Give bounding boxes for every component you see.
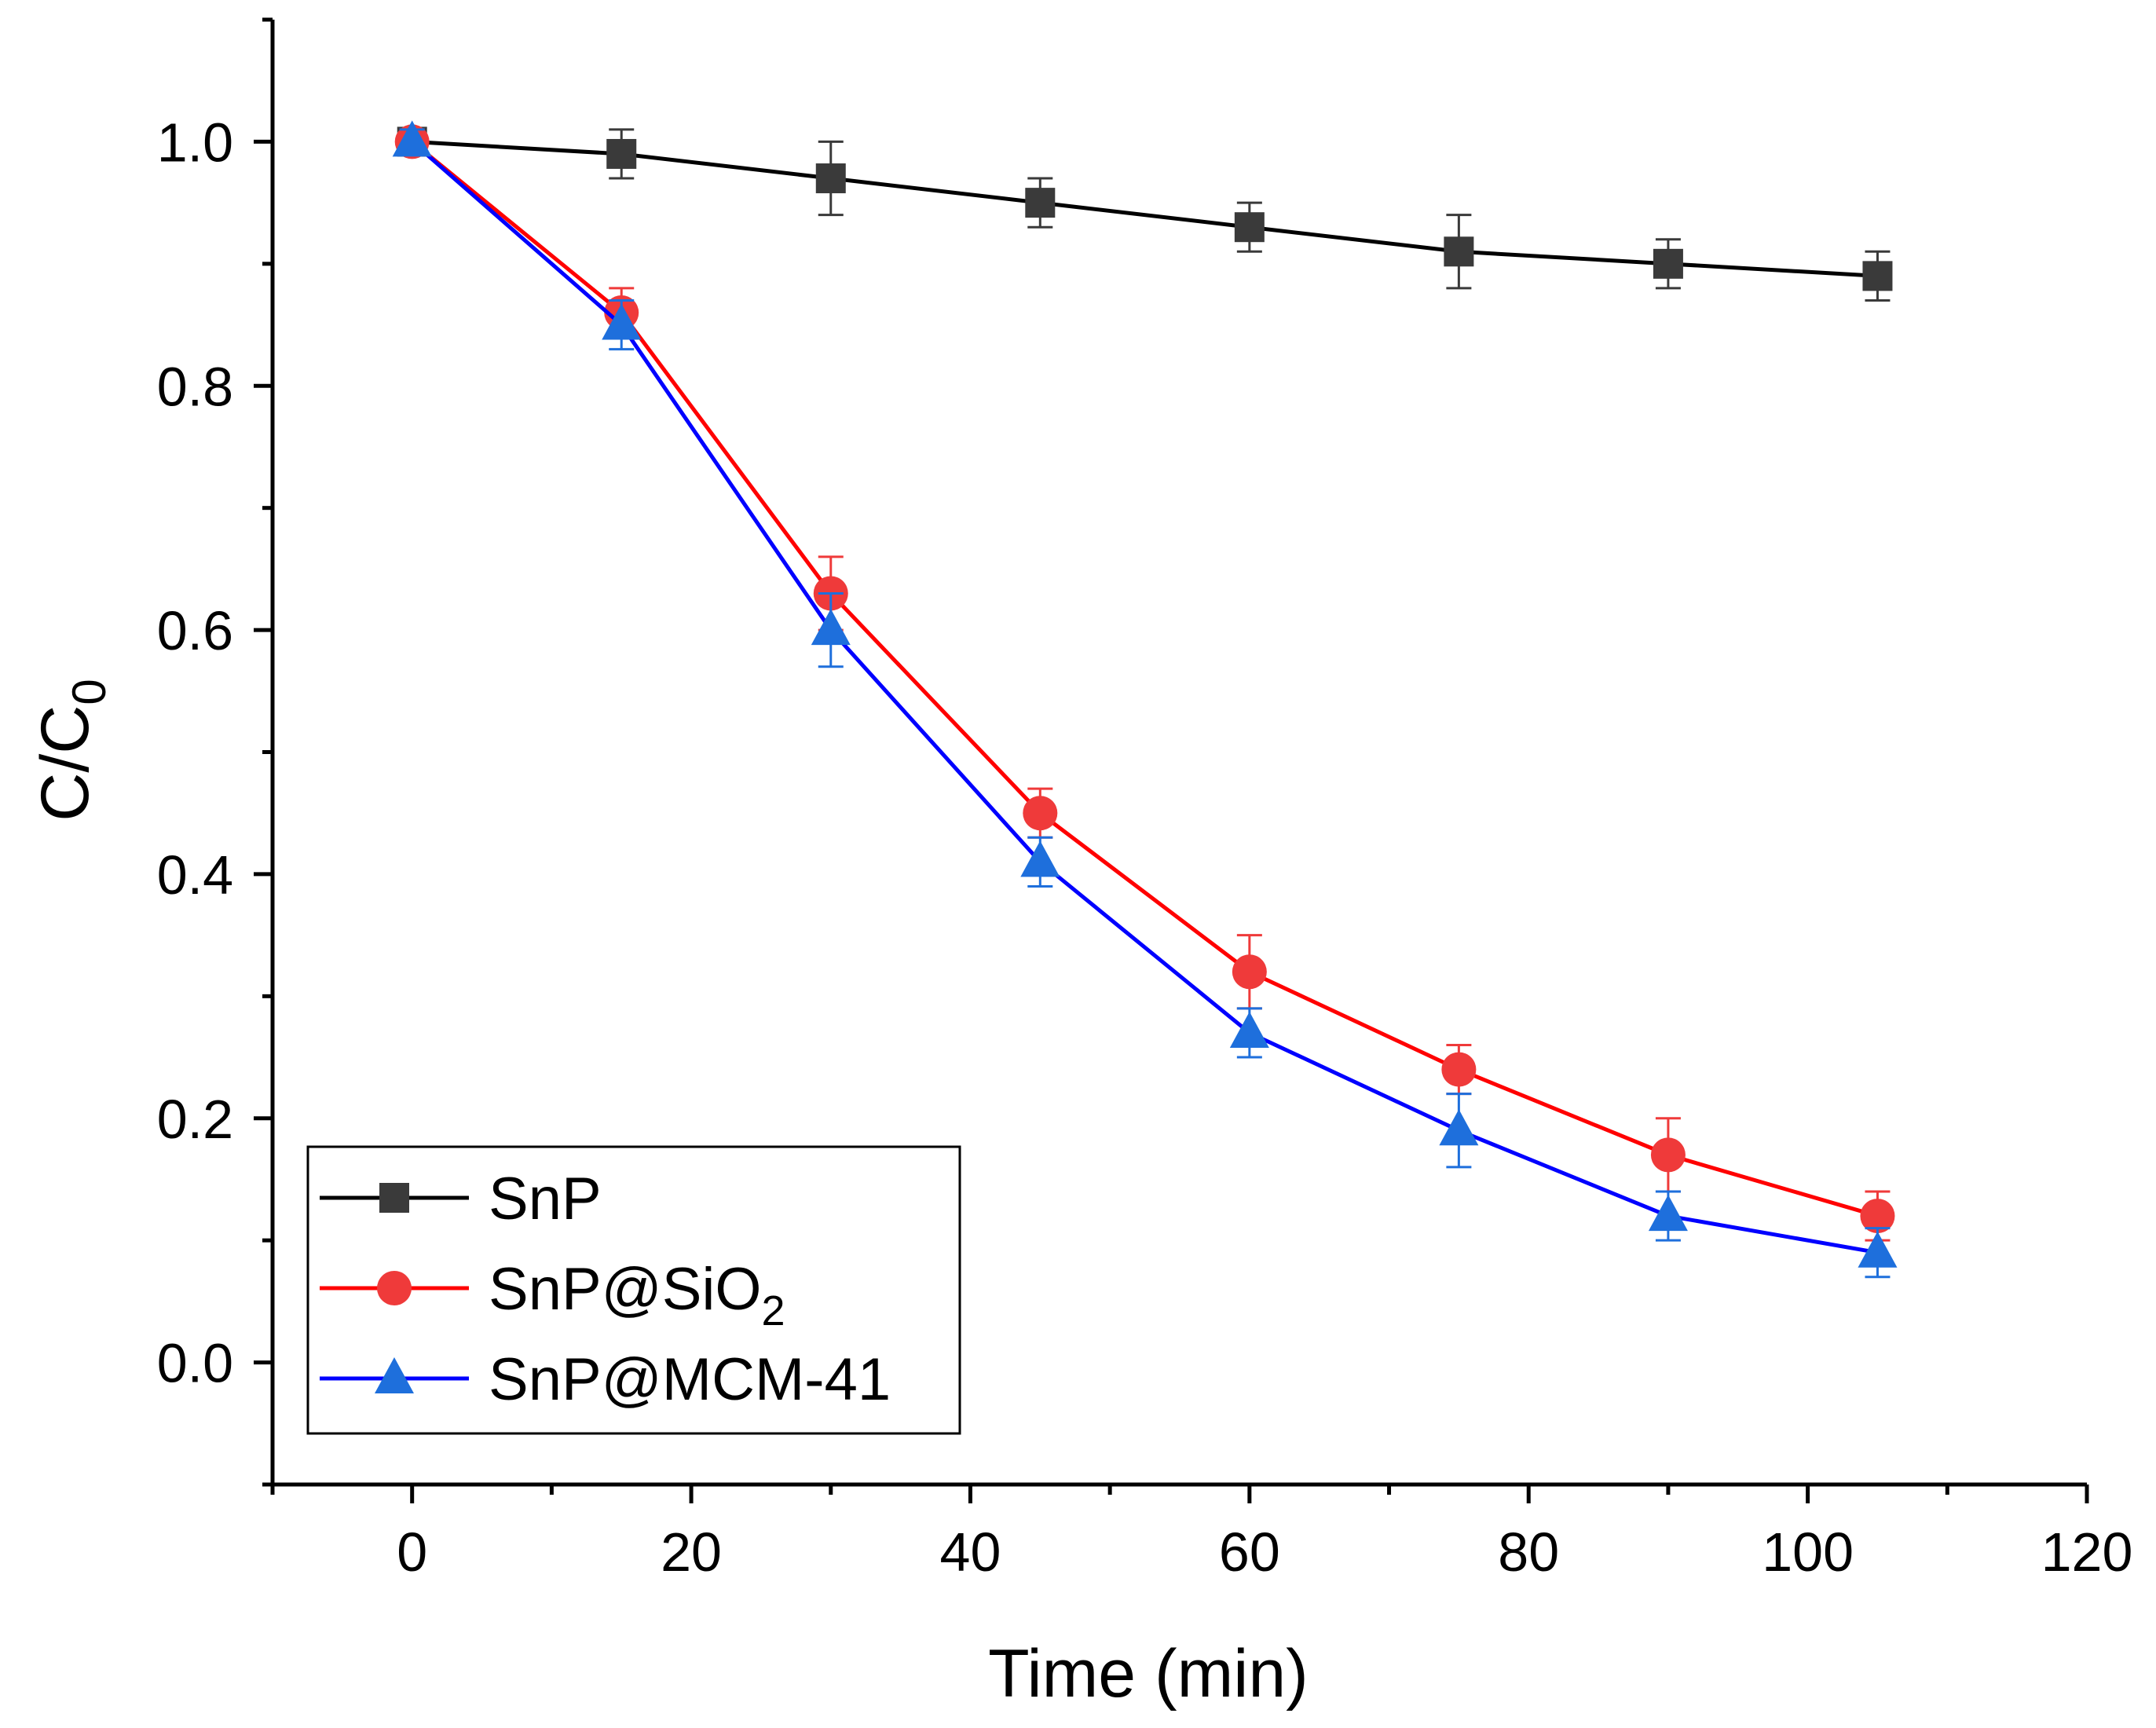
series-line [411,140,1878,1255]
data-point [1232,954,1267,990]
legend-label-subscript: 2 [762,1287,785,1334]
data-point [1648,1195,1688,1232]
x-axis-title: Time (min) [988,1636,1309,1712]
y-tick-label: 0.4 [157,844,233,906]
data-point [1858,1231,1898,1268]
legend-label: SnP@SiO2 [489,1256,785,1334]
y-axis-title: C/C0 [27,679,115,821]
data-point [1860,1199,1895,1234]
x-tick-label: 40 [940,1521,1001,1583]
data-point [811,609,851,646]
data-point [392,120,432,157]
x-tick-label: 100 [1762,1521,1854,1583]
data-point [815,163,846,194]
y-tick-label: 0.0 [157,1333,233,1394]
y-axis-title-main: C/C [27,705,103,822]
x-tick-label: 60 [1219,1521,1280,1583]
data-point [1441,1052,1477,1087]
series-line [412,139,1878,278]
series-line [411,140,1879,1218]
legend: SnP SnP@SiO2 SnP@MCM-41 [306,1145,961,1435]
legend-entry-snp-sio2: SnP@SiO2 [320,1256,785,1334]
legend-marker [375,1357,414,1393]
data-point [1862,261,1893,291]
legend-label: SnP@MCM-41 [489,1346,891,1413]
legend-marker [377,1271,412,1305]
y-tick-label: 0.2 [157,1089,233,1150]
legend-label-main: SnP [489,1166,602,1232]
x-tick-label: 0 [397,1521,427,1583]
data-point [1025,188,1056,218]
x-tick-label: 80 [1498,1521,1559,1583]
series-snp [397,126,1893,302]
data-point [1234,212,1265,243]
series-snp-sio2 [394,124,1895,1242]
legend-label-main: SnP@MCM-41 [489,1346,891,1413]
data-point [1020,840,1060,877]
data-point [606,138,637,169]
y-axis-title-subscript: 0 [63,679,115,705]
y-tick-label: 1.0 [157,112,233,173]
y-tick-label: 0.6 [157,600,233,661]
data-point [1650,1137,1686,1173]
legend-entry-snp-mcm-41: SnP@MCM-41 [320,1346,891,1413]
data-point [1439,1109,1479,1146]
y-tick-label: 0.8 [157,356,233,417]
data-point [1023,796,1058,831]
data-point [1444,236,1474,267]
legend-label: SnP [489,1166,602,1232]
legend-label-main: SnP@SiO [489,1256,762,1323]
legend-marker [379,1183,409,1213]
data-point [1653,248,1683,279]
series-snp-mcm-41 [392,120,1898,1279]
series-layer [392,120,1898,1279]
x-tick-label: 20 [661,1521,722,1583]
legend-box [306,1145,961,1435]
data-point [602,303,642,340]
x-tick-label: 120 [2041,1521,2133,1583]
legend-entry-snp: SnP [320,1166,602,1232]
data-point [1229,1011,1269,1048]
